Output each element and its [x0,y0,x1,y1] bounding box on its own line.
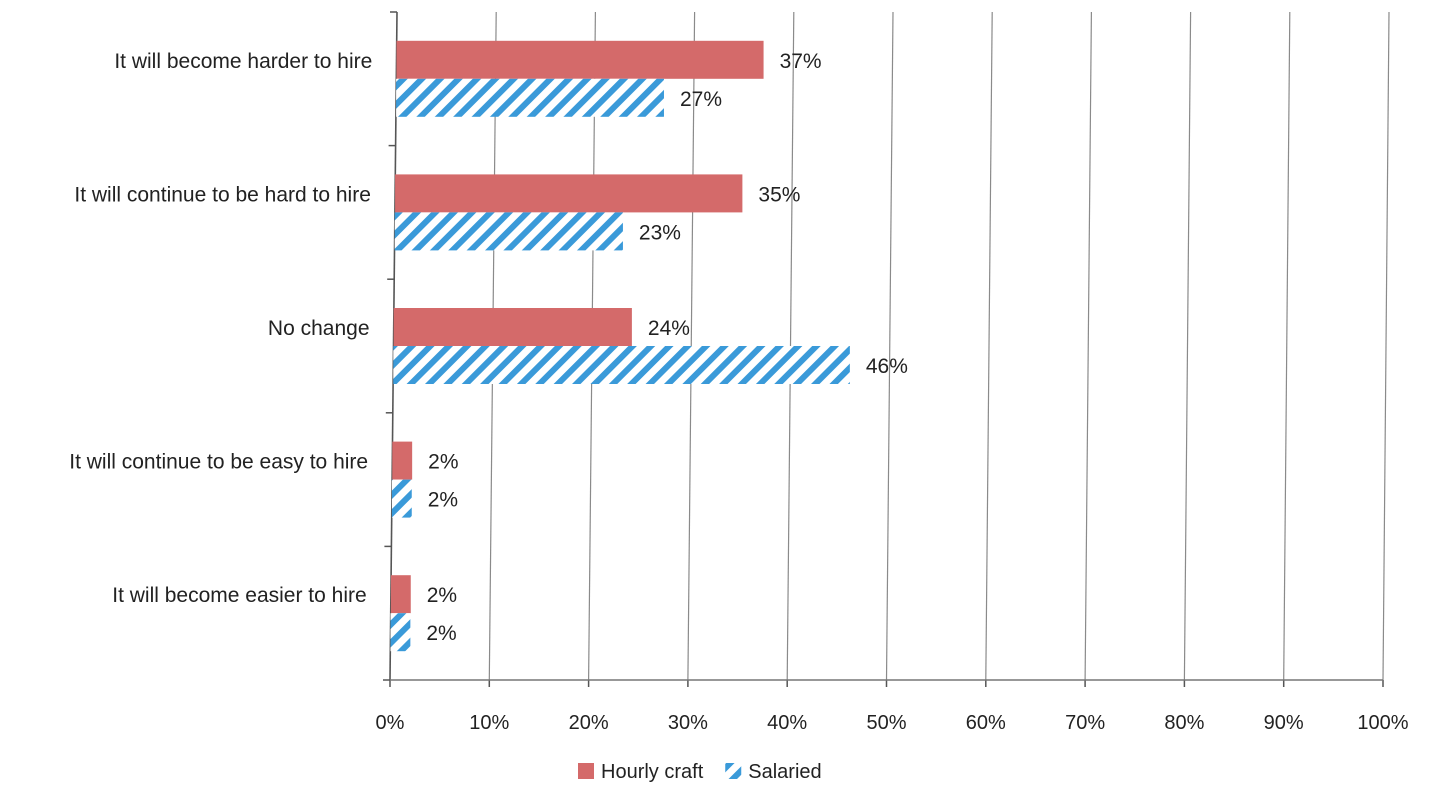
x-tick-label: 80% [1164,712,1204,734]
data-label: 46% [866,355,908,378]
x-tick-label: 30% [668,712,708,734]
bar-hourly-craft [395,174,743,213]
category-label: It will become harder to hire [114,50,372,73]
category-label: It will continue to be easy to hire [69,451,368,474]
x-tick-label: 90% [1264,712,1304,734]
bar-salaried [391,479,412,518]
category-label: It will continue to be hard to hire [74,183,371,206]
legend-label: Salaried [748,761,821,783]
bar-hourly-craft [396,40,764,79]
legend-swatch [578,763,594,779]
data-label: 2% [427,584,457,607]
x-tick-label: 100% [1357,712,1408,734]
legend-label: Hourly craft [601,761,704,783]
gridline [1183,11,1192,681]
bar-salaried [394,212,623,251]
gridline [885,11,894,681]
legend: Hourly craft Salaried [578,761,822,783]
bar-hourly-craft [393,308,632,346]
gridline [1283,11,1291,681]
x-tick-label: 0% [376,712,405,734]
bar-salaried [393,346,850,384]
category-label: No change [268,317,370,340]
gridline [1382,11,1390,681]
grid-lines [488,11,1390,681]
data-label: 27% [680,88,722,111]
bars [390,40,850,652]
data-label: 2% [428,451,458,474]
x-tick-label: 70% [1065,712,1105,734]
x-tick-label: 40% [767,712,807,734]
data-label: 37% [780,50,822,73]
data-label: 35% [758,183,800,206]
bar-hourly-craft [392,441,413,480]
bar-salaried [390,613,411,652]
gridline [1084,11,1092,681]
data-label: 2% [426,622,456,645]
x-tick-label: 60% [966,712,1006,734]
data-label: 2% [428,489,458,512]
bar-hourly-craft [390,575,411,614]
x-tick-label: 20% [569,712,609,734]
gridline [985,11,993,681]
labels: 0% 10% 20% 30% 40% 50% 60% 70% 80% 90% 100% It will… [69,50,1409,734]
bar-salaried [396,78,664,117]
data-label: 24% [648,317,690,340]
data-label: 23% [639,221,681,244]
legend-swatch [725,763,742,779]
x-tick-label: 50% [866,712,906,734]
category-label: It will become easier to hire [112,584,366,607]
x-tick-label: 10% [469,712,509,734]
